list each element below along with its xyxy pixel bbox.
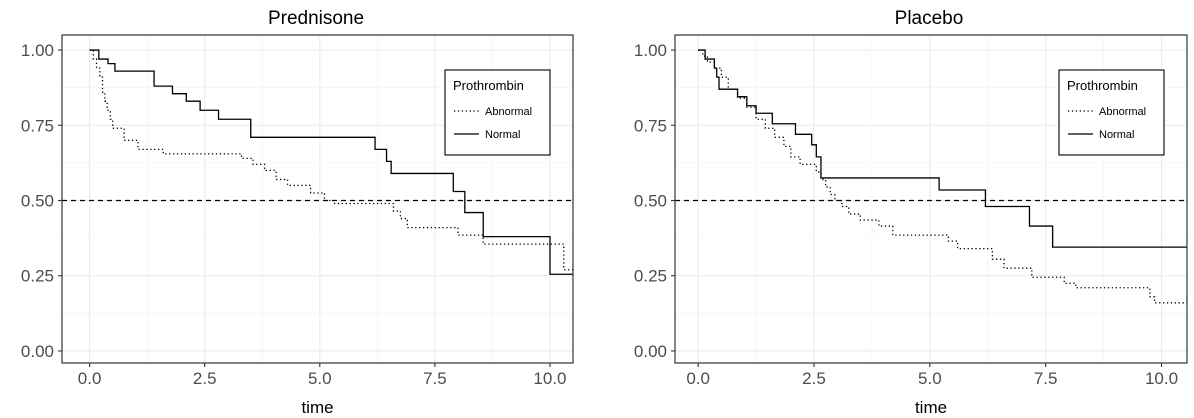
panel-title: Prednisone [268,8,364,29]
panel-1: 0.0 2.5 5.0 7.5 10.0 0.00 0.25 0.50 0.75 1.00 Pred… [21,8,574,417]
panel-title: Placebo [895,8,964,29]
legend: Prothrombin Abnormal Normal [1058,69,1165,156]
x-tick-label: 7.5 [423,369,447,388]
y-tick-label: 0.50 [21,192,54,211]
legend-box [444,69,551,156]
legend-label-normal: Normal [1099,129,1134,141]
x-tick-label: 5.0 [918,369,942,388]
y-tick-label: 1.00 [634,41,667,60]
y-tick-label: 0.00 [634,342,667,361]
y-tick-label: 0.75 [634,116,667,135]
legend-title: Prothrombin [453,78,524,93]
legend-label-normal: Normal [485,129,520,141]
x-tick-label: 0.0 [78,369,102,388]
x-tick-label: 0.0 [686,369,710,388]
x-tick-label: 10.0 [1145,369,1178,388]
x-tick-label: 10.0 [533,369,566,388]
x-tick-label: 2.5 [802,369,826,388]
x-tick-label: 2.5 [193,369,217,388]
x-tick-label: 7.5 [1034,369,1058,388]
legend: Prothrombin Abnormal Normal [444,69,551,156]
series-line-normal [698,49,1187,248]
y-tick-label: 0.50 [634,192,667,211]
y-tick-label: 0.75 [21,116,54,135]
legend-box [1058,69,1165,156]
series-line-normal [89,49,573,275]
legend-label-abnormal: Abnormal [485,106,532,118]
x-tick-label: 5.0 [308,369,332,388]
y-tick-label: 1.00 [21,41,54,60]
y-tick-label: 0.00 [21,342,54,361]
plot-border [61,34,574,364]
y-tick-label: 0.25 [634,267,667,286]
legend-label-abnormal: Abnormal [1099,106,1146,118]
panel-2: 0.0 2.5 5.0 7.5 10.0 0.00 0.25 0.50 0.75 1.00 Plac… [634,8,1188,417]
plot-border [674,34,1188,364]
legend-title: Prothrombin [1067,78,1138,93]
x-axis-title: time [301,398,333,417]
x-axis-title: time [915,398,947,417]
y-tick-label: 0.25 [21,267,54,286]
